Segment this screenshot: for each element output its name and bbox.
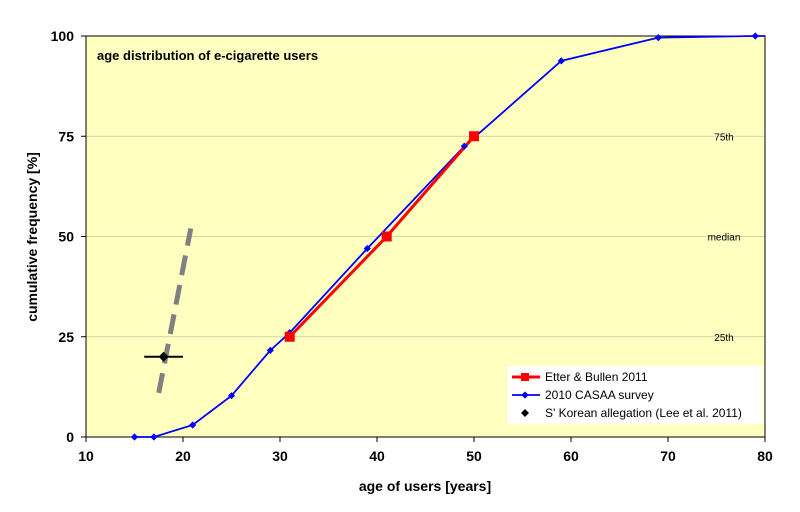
- y-tick-label: 75: [58, 128, 74, 144]
- legend-entry-label: Etter & Bullen 2011: [545, 370, 648, 384]
- legend-swatch-marker: [521, 391, 529, 399]
- etter-point: [381, 231, 392, 242]
- x-axis-label: age of users [years]: [359, 478, 491, 494]
- legend-entry-label: 2010 CASAA survey: [545, 388, 654, 402]
- casaa-point: [557, 57, 565, 65]
- legend-box: [507, 366, 763, 424]
- x-tick-label: 50: [466, 448, 482, 464]
- casaa-point: [654, 34, 662, 42]
- casaa-series-line: [134, 35, 765, 438]
- casaa-point: [130, 433, 139, 441]
- casaa-point: [363, 244, 371, 253]
- casaa-point: [460, 142, 468, 150]
- x-tick-label: 70: [660, 448, 676, 464]
- gridlines: [86, 135, 765, 338]
- series-layer: [130, 32, 765, 441]
- chart-title: age distribution of e-cigarette users: [97, 48, 318, 63]
- legend-swatch-marker: [521, 409, 529, 417]
- etter-point: [284, 331, 295, 342]
- casaa-point: [227, 392, 236, 400]
- korean-point: [158, 351, 169, 362]
- reference-label: median: [708, 233, 741, 244]
- x-tick-label: 20: [175, 448, 191, 464]
- x-tick-label: 30: [272, 448, 288, 464]
- casaa-point: [150, 433, 158, 441]
- y-tick-label: 100: [51, 28, 75, 44]
- y-tick-label: 25: [58, 329, 74, 345]
- reference-label: 25th: [714, 333, 733, 344]
- y-axis-label: cumulative frequency [%]: [24, 152, 40, 322]
- legend-swatch-marker: [521, 373, 529, 381]
- reference-labels: 25th median 75th: [708, 132, 741, 344]
- casaa-point: [189, 421, 197, 429]
- x-tick-label: 10: [78, 448, 94, 464]
- y-tick-label: 50: [58, 229, 74, 245]
- y-tick-label: 0: [66, 429, 74, 445]
- legend-entry-label: S' Korean allegation (Lee et al. 2011): [545, 406, 742, 420]
- axes: 0 25 50 75 100 10 20 30 40 50 60 70 80: [51, 28, 773, 464]
- legend: Etter & Bullen 2011 2010 CASAA survey S' K…: [507, 366, 763, 424]
- x-tick-label: 60: [563, 448, 579, 464]
- reference-label: 75th: [714, 132, 733, 143]
- casaa-point: [751, 32, 759, 40]
- x-tick-label: 40: [369, 448, 385, 464]
- korean-range-dashed-line: [156, 228, 194, 394]
- casaa-point: [266, 346, 274, 354]
- x-tick-label: 80: [757, 448, 773, 464]
- etter-point: [469, 131, 479, 142]
